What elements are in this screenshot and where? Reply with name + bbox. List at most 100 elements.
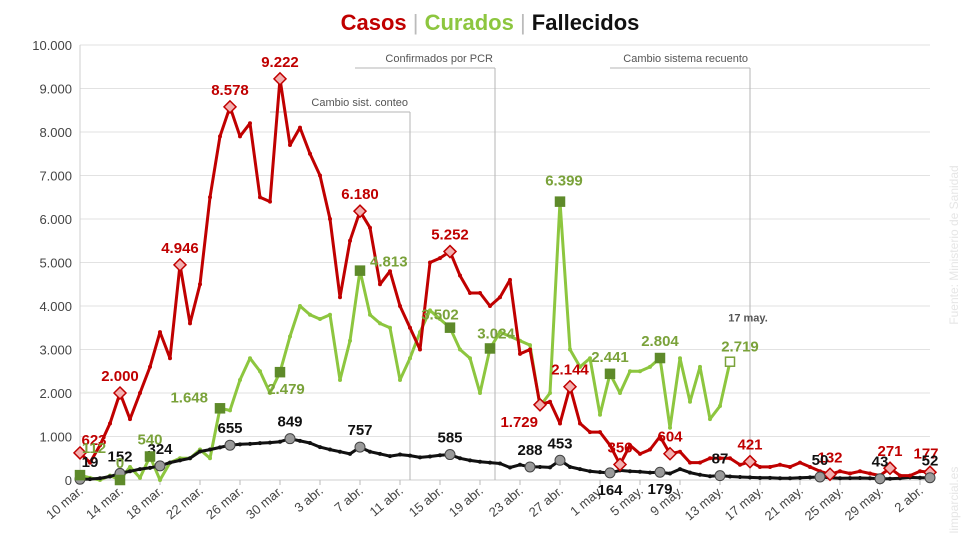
casos-marker <box>272 71 288 86</box>
data-point-fallecidos <box>318 445 322 450</box>
data-point-fallecidos <box>368 449 372 454</box>
x-tick-label: 3 abr. <box>291 483 326 515</box>
source-text: Fuente: Ministerio de Sanidad <box>947 165 961 324</box>
data-point-casos <box>148 364 152 369</box>
title-separator: | <box>514 10 532 35</box>
data-point-fallecidos <box>768 475 772 480</box>
fallecidos-marker <box>554 454 566 466</box>
data-point-fallecidos <box>168 460 172 465</box>
data-point-curados <box>528 343 532 348</box>
data-point-casos <box>408 325 412 330</box>
casos-value-label: 2.000 <box>101 368 139 385</box>
data-point-fallecidos <box>548 465 552 470</box>
curados-marker <box>354 265 366 276</box>
data-point-fallecidos <box>138 467 142 472</box>
y-tick-label: 5.000 <box>39 256 72 271</box>
curados-marker <box>604 368 616 380</box>
data-point-curados <box>298 304 302 308</box>
data-point-casos <box>418 347 422 352</box>
data-point-casos <box>428 260 432 265</box>
data-point-curados <box>348 338 352 343</box>
data-point-fallecidos <box>478 459 482 464</box>
fallecidos-marker <box>224 439 236 451</box>
data-point-curados <box>578 364 582 369</box>
data-point-casos <box>648 447 652 452</box>
data-point-casos <box>188 321 192 326</box>
fallecidos-value-label: 87 <box>712 451 729 468</box>
fallecidos-marker <box>284 433 296 445</box>
data-point-casos <box>88 460 92 465</box>
y-tick-label: 0 <box>65 473 72 488</box>
y-tick-label: 4.000 <box>39 299 72 314</box>
data-point-fallecidos <box>838 476 842 481</box>
data-point-casos <box>398 304 402 308</box>
data-point-casos <box>808 464 812 469</box>
fallecidos-value-label: 164 <box>597 482 623 499</box>
data-point-fallecidos <box>268 440 272 445</box>
data-point-fallecidos <box>428 454 432 459</box>
data-point-casos <box>208 195 212 200</box>
data-point-fallecidos <box>568 464 572 469</box>
data-point-fallecidos <box>638 469 642 474</box>
data-point-casos <box>468 290 472 295</box>
x-tick-label: 7 abr. <box>331 483 366 515</box>
casos-value-label: 1.729 <box>500 414 538 431</box>
data-point-fallecidos <box>438 453 442 458</box>
data-point-casos <box>238 134 242 139</box>
data-point-fallecidos <box>698 472 702 477</box>
casos-marker <box>532 397 548 412</box>
fallecidos-value-label: 19 <box>82 454 99 471</box>
data-point-fallecidos <box>378 451 382 456</box>
fallecidos-value-label: 50 <box>812 452 829 469</box>
x-tick-label: 23 abr. <box>486 483 526 520</box>
data-point-casos <box>868 471 872 476</box>
end-note-label: 17 may. <box>728 313 768 325</box>
data-point-casos <box>738 462 742 467</box>
curados-value-label: 112 <box>82 440 106 457</box>
casos-value-label: 271 <box>877 443 902 460</box>
x-tick-label: 26 mar. <box>203 483 246 522</box>
data-point-casos <box>298 125 302 130</box>
fallecidos-marker <box>874 473 886 485</box>
data-point-casos <box>678 449 682 454</box>
fallecidos-marker <box>814 471 826 483</box>
data-point-casos <box>708 456 712 461</box>
data-point-fallecidos <box>708 474 712 479</box>
data-point-casos <box>338 295 342 300</box>
data-point-casos <box>768 464 772 469</box>
data-point-casos <box>918 469 922 474</box>
data-point-fallecidos <box>148 465 152 470</box>
casos-value-label: 9.222 <box>261 54 299 71</box>
data-point-fallecidos <box>408 453 412 458</box>
data-point-fallecidos <box>578 467 582 472</box>
curados-marker <box>554 196 566 207</box>
y-tick-label: 1.000 <box>39 430 72 445</box>
fallecidos-marker <box>444 449 456 461</box>
fallecidos-marker <box>604 467 616 479</box>
data-point-casos <box>578 421 582 426</box>
data-point-curados <box>638 369 642 374</box>
fallecidos-value-label: 179 <box>647 481 672 498</box>
data-point-fallecidos <box>518 462 522 467</box>
data-point-fallecidos <box>538 464 542 469</box>
data-point-curados <box>698 364 702 369</box>
data-point-casos <box>328 217 332 221</box>
curados-marker <box>144 451 156 462</box>
curados-marker <box>214 403 226 414</box>
data-point-casos <box>128 417 132 422</box>
curados-marker <box>724 356 736 367</box>
data-point-curados <box>258 369 262 374</box>
data-point-fallecidos <box>498 461 502 466</box>
casos-marker <box>112 385 128 401</box>
annotation-label: Confirmados por PCR <box>385 53 493 65</box>
casos-marker <box>72 445 88 460</box>
fallecidos-value-label: 152 <box>107 448 132 465</box>
data-point-casos <box>758 464 762 469</box>
data-point-fallecidos <box>848 476 852 481</box>
curados-marker <box>114 474 126 486</box>
curados-value-label: 1.648 <box>170 389 208 406</box>
data-point-fallecidos <box>418 455 422 460</box>
data-point-casos <box>218 134 222 139</box>
casos-marker <box>172 257 188 272</box>
